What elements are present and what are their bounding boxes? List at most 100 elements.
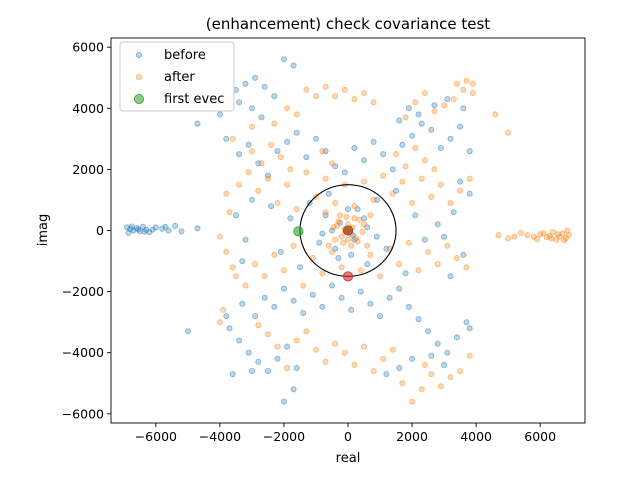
point-before xyxy=(351,144,358,151)
point-after xyxy=(425,248,432,255)
point-after xyxy=(412,99,419,106)
point-before xyxy=(348,251,355,258)
point-before xyxy=(255,358,262,365)
point-after xyxy=(319,148,326,155)
axes: −6000 −4000 −2000 0 2000 4000 6000 −6000 −4000 −2… xyxy=(62,37,586,444)
legend-label-before: before xyxy=(164,48,206,63)
point-before xyxy=(466,325,473,332)
point-after xyxy=(216,319,223,326)
point-before xyxy=(255,160,262,167)
point-before xyxy=(444,96,451,103)
point-after xyxy=(261,273,268,280)
point-before xyxy=(396,285,403,292)
point-after xyxy=(370,196,377,203)
point-after xyxy=(351,361,358,368)
point-before xyxy=(261,294,268,301)
point-before xyxy=(300,309,307,316)
point-after xyxy=(550,228,557,235)
point-after xyxy=(248,148,255,155)
point-after xyxy=(290,242,297,249)
point-before xyxy=(389,166,396,173)
x-tick-label: 0 xyxy=(344,429,352,444)
x-tick-label: 6000 xyxy=(524,429,556,444)
point-before xyxy=(460,105,467,112)
point-after xyxy=(421,157,428,164)
point-after xyxy=(216,233,223,240)
point-after xyxy=(428,371,435,378)
point-after xyxy=(293,111,300,118)
point-before xyxy=(370,138,377,145)
point-before xyxy=(380,151,387,158)
legend: before after first evec xyxy=(119,41,235,112)
point-after xyxy=(351,215,358,222)
point-after xyxy=(229,135,236,142)
point-after xyxy=(399,178,406,185)
point-after xyxy=(293,337,300,344)
point-before xyxy=(415,111,422,118)
point-after xyxy=(293,206,300,213)
point-after xyxy=(338,233,345,240)
point-after xyxy=(264,331,271,338)
point-after xyxy=(389,346,396,353)
point-before xyxy=(319,230,326,237)
point-before xyxy=(348,306,355,313)
point-before xyxy=(293,364,300,371)
point-after xyxy=(303,169,310,176)
point-after xyxy=(232,273,239,280)
marker-point xyxy=(342,271,353,282)
point-after xyxy=(457,187,464,194)
point-after xyxy=(431,166,438,173)
point-after xyxy=(495,232,502,239)
point-after xyxy=(328,248,335,255)
point-before xyxy=(268,203,275,210)
point-before xyxy=(162,223,169,230)
point-before xyxy=(236,337,243,344)
point-before xyxy=(450,209,457,216)
point-before xyxy=(280,56,287,63)
point-after xyxy=(229,264,236,271)
point-before xyxy=(441,361,448,368)
point-before xyxy=(277,248,284,255)
point-before xyxy=(159,225,166,232)
point-after xyxy=(370,99,377,106)
point-after xyxy=(396,261,403,268)
point-after xyxy=(351,203,358,210)
point-after xyxy=(466,352,473,359)
point-before xyxy=(383,371,390,378)
point-after xyxy=(418,175,425,182)
point-after xyxy=(303,86,310,93)
point-before xyxy=(460,251,467,258)
x-tick-label: −6000 xyxy=(135,429,177,444)
point-after xyxy=(564,227,571,234)
point-after xyxy=(367,212,374,219)
point-before xyxy=(264,368,271,375)
point-after xyxy=(418,386,425,393)
point-after xyxy=(450,96,457,103)
point-after xyxy=(277,154,284,161)
point-after xyxy=(561,237,568,244)
point-before xyxy=(261,83,268,90)
point-after xyxy=(463,264,470,271)
point-after xyxy=(524,232,531,239)
point-before xyxy=(405,105,412,112)
point-before xyxy=(309,291,316,298)
point-after xyxy=(412,144,419,151)
point-before xyxy=(415,316,422,323)
point-after xyxy=(255,322,262,329)
point-after xyxy=(534,236,541,243)
point-before xyxy=(316,239,323,246)
point-after xyxy=(332,340,339,347)
point-after xyxy=(359,228,366,235)
point-before xyxy=(242,80,249,87)
point-after xyxy=(434,261,441,268)
point-before xyxy=(293,129,300,136)
point-after xyxy=(338,264,345,271)
point-before xyxy=(178,228,185,235)
point-after xyxy=(389,190,396,197)
point-before xyxy=(284,138,291,145)
point-before xyxy=(335,254,342,261)
point-after xyxy=(380,355,387,362)
x-tick-label: 4000 xyxy=(460,429,492,444)
point-before xyxy=(338,294,345,301)
point-after xyxy=(415,267,422,274)
